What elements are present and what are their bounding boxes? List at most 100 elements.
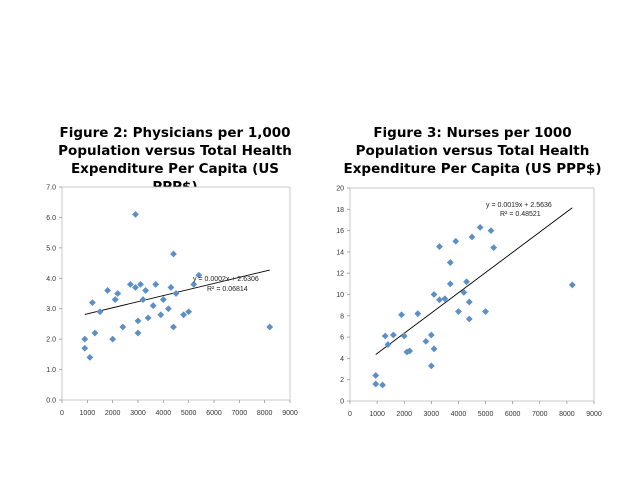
chart-2-data-point xyxy=(455,308,462,315)
chart-2-data-point xyxy=(568,281,576,289)
chart-1-y-tick-label: 1.0 xyxy=(46,367,56,374)
chart-2-data-point xyxy=(482,308,489,315)
chart-1-x-tick-label: 5000 xyxy=(181,410,197,417)
chart-2-y-tick-label: 20 xyxy=(336,186,344,193)
chart-1-y-tick-label: 5.0 xyxy=(46,245,56,252)
chart-1-x-tick-label: 7000 xyxy=(232,410,248,417)
chart-1-data-point xyxy=(109,335,117,343)
chart-1-data-point xyxy=(86,354,94,361)
chart-1-y-tick-label: 2.0 xyxy=(46,337,56,344)
chart-2-data-point xyxy=(465,315,473,323)
chart-1-data-point xyxy=(81,335,89,343)
chart-2-y-tick-label: 6 xyxy=(340,335,344,342)
chart-2-data-point xyxy=(427,331,435,339)
chart-1-data-point xyxy=(91,329,99,337)
chart-1-x-tick-label: 4000 xyxy=(156,410,172,417)
chart-2-data-point xyxy=(400,332,408,340)
chart-2-data-point xyxy=(487,227,495,234)
chart-2-data-point xyxy=(441,295,449,303)
chart-1-y-tick-label: 3.0 xyxy=(46,306,56,313)
chart-2-data-point xyxy=(430,345,438,353)
chart-2-x-tick-label: 3000 xyxy=(424,411,440,418)
chart-1-title-line: Figure 2: Physicians per 1,000 xyxy=(59,125,291,141)
chart-1-y-tick-label: 6.0 xyxy=(46,215,56,222)
chart-1-x-tick-label: 1000 xyxy=(80,410,96,417)
chart-1-data-point xyxy=(132,284,139,291)
chart-1-data-point xyxy=(127,280,134,288)
chart-2-data-point xyxy=(422,337,430,345)
chart-2-y-tick-label: 10 xyxy=(336,292,344,299)
chart-1-y-tick-label: 0.0 xyxy=(46,398,56,405)
chart-2-x-tick-label: 8000 xyxy=(559,411,575,418)
chart-1-data-point xyxy=(149,302,157,310)
chart-2-data-point xyxy=(463,278,470,286)
chart-2-y-tick-label: 14 xyxy=(336,249,344,256)
chart-1-data-point xyxy=(81,344,89,352)
chart-2-trend-equation: y = 0.0019x + 2.5636 xyxy=(486,202,552,209)
chart-1-r-squared: R² = 0.06814 xyxy=(207,286,248,293)
chart-2-y-tick-label: 12 xyxy=(336,271,344,278)
chart-2-data-point xyxy=(381,332,389,340)
chart-1-data-point xyxy=(111,296,119,303)
chart-1-x-tick-label: 8000 xyxy=(257,410,273,417)
chart-2-data-point xyxy=(465,298,473,306)
chart-2-title: Figure 3: Nurses per 1000 Population ver… xyxy=(335,124,610,178)
chart-2-data-point xyxy=(372,380,380,388)
chart-2-data-point xyxy=(427,362,435,370)
chart-1-data-point xyxy=(132,210,139,218)
chart-2-x-tick-label: 1000 xyxy=(369,411,385,418)
chart-2-y-tick-label: 8 xyxy=(340,313,344,320)
chart-1-data-point xyxy=(139,296,147,303)
chart-2-x-tick-label: 2000 xyxy=(396,411,412,418)
chart-2-data-point xyxy=(436,243,443,250)
chart-2-data-point xyxy=(476,224,484,231)
chart-1-data-point xyxy=(165,305,172,313)
chart-1-data-point xyxy=(157,311,165,319)
chart-1-x-tick-label: 3000 xyxy=(130,410,146,417)
chart-1-x-tick-label: 9000 xyxy=(282,410,298,417)
chart-2-x-tick-label: 5000 xyxy=(478,411,494,418)
chart-1-data-point xyxy=(195,271,203,279)
chart-2-data-point xyxy=(430,291,438,298)
chart-2-title-line: Population versus Total Health xyxy=(355,143,590,159)
chart-1-x-tick-label: 2000 xyxy=(105,410,121,417)
chart-2-y-tick-label: 4 xyxy=(340,356,344,363)
chart-2-y-tick-label: 0 xyxy=(340,399,344,406)
chart-2-data-point xyxy=(490,244,498,252)
chart-1-data-point xyxy=(134,329,142,337)
chart-2-x-tick-label: 0 xyxy=(348,411,352,418)
chart-2-data-point xyxy=(379,381,386,389)
chart-2-data-point xyxy=(446,280,454,288)
chart-1-data-point xyxy=(180,311,187,319)
chart-1-data-point xyxy=(167,284,175,291)
chart-1-data-point xyxy=(170,323,177,331)
chart-2-trendline xyxy=(375,207,573,355)
chart-2-title-line: Expenditure Per Capita (US PPP$) xyxy=(343,161,602,177)
chart-1-y-tick-label: 4.0 xyxy=(46,276,56,283)
chart-1-data-point xyxy=(114,290,122,297)
chart-2-data-point xyxy=(384,341,392,348)
chart-2-x-tick-label: 9000 xyxy=(586,411,602,418)
chart-2-y-tick-label: 18 xyxy=(336,207,344,214)
chart-2-plot-area xyxy=(349,187,595,402)
chart-2-data-point xyxy=(406,347,414,355)
chart-2-data-point xyxy=(436,296,443,304)
chart-2-r-squared: R² = 0.48521 xyxy=(500,211,541,218)
chart-2-data-point xyxy=(446,259,454,266)
chart-1-y-tick-label: 7.0 xyxy=(46,185,56,192)
chart-2-data-point xyxy=(460,288,468,296)
chart-1-data-point xyxy=(144,314,152,322)
chart-1-data-point xyxy=(172,290,180,297)
chart-1-data-point xyxy=(104,287,111,294)
chart-1-data-point xyxy=(134,317,142,325)
chart-2-y-tick-label: 16 xyxy=(336,228,344,235)
chart-2-x-tick-label: 7000 xyxy=(532,411,548,418)
chart-2-data-point xyxy=(468,233,476,241)
chart-1-data-point xyxy=(137,280,144,288)
chart-1-data-point xyxy=(185,308,193,316)
chart-2-data-point xyxy=(452,237,460,245)
chart-2-data-point xyxy=(398,311,405,319)
chart-1-x-tick-label: 0 xyxy=(60,410,64,417)
